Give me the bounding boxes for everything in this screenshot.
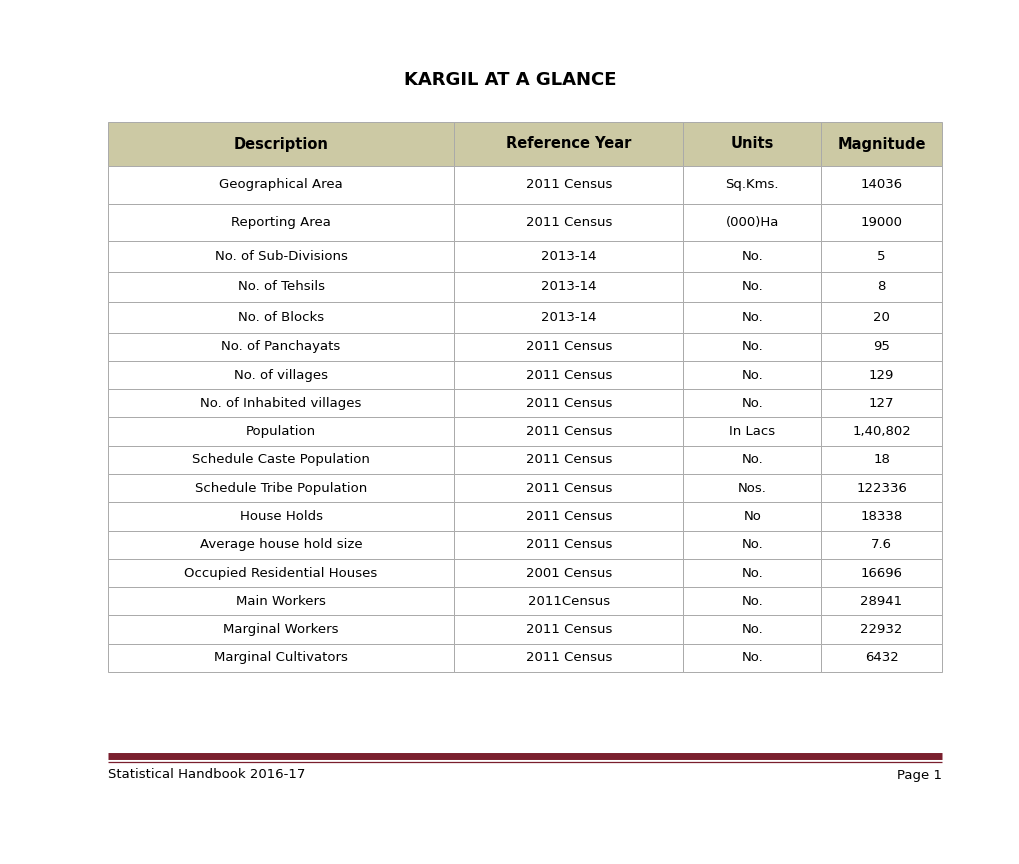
Text: KARGIL AT A GLANCE: KARGIL AT A GLANCE xyxy=(404,71,615,89)
Text: 2011 Census: 2011 Census xyxy=(525,340,611,353)
Text: 2013-14: 2013-14 xyxy=(540,281,596,294)
Text: Occupied Residential Houses: Occupied Residential Houses xyxy=(184,567,377,580)
Text: 1,40,802: 1,40,802 xyxy=(851,425,910,438)
Text: Population: Population xyxy=(246,425,316,438)
Text: 22932: 22932 xyxy=(859,623,902,636)
Text: In Lacs: In Lacs xyxy=(729,425,774,438)
Text: Sq.Kms.: Sq.Kms. xyxy=(725,178,779,191)
Text: 2011 Census: 2011 Census xyxy=(525,510,611,523)
Text: 2013-14: 2013-14 xyxy=(540,311,596,324)
Text: 127: 127 xyxy=(868,397,894,410)
Text: 20: 20 xyxy=(872,311,890,324)
Text: Magnitude: Magnitude xyxy=(837,137,925,151)
Text: No. of villages: No. of villages xyxy=(233,369,328,382)
Text: 129: 129 xyxy=(868,369,894,382)
Text: Geographical Area: Geographical Area xyxy=(219,178,342,191)
Text: No. of Blocks: No. of Blocks xyxy=(237,311,324,324)
Text: No.: No. xyxy=(741,454,762,467)
Text: 28941: 28941 xyxy=(860,594,902,607)
Text: No.: No. xyxy=(741,250,762,264)
Text: 18338: 18338 xyxy=(860,510,902,523)
Text: 18: 18 xyxy=(872,454,890,467)
Text: No.: No. xyxy=(741,538,762,551)
Text: No.: No. xyxy=(741,281,762,294)
Text: 95: 95 xyxy=(872,340,890,353)
Text: No.: No. xyxy=(741,340,762,353)
Text: 2011 Census: 2011 Census xyxy=(525,425,611,438)
Text: 2011 Census: 2011 Census xyxy=(525,178,611,191)
Text: Main Workers: Main Workers xyxy=(235,594,326,607)
Text: Marginal Workers: Marginal Workers xyxy=(223,623,338,636)
Text: (000)Ha: (000)Ha xyxy=(725,216,779,229)
Text: 2011 Census: 2011 Census xyxy=(525,369,611,382)
Text: Units: Units xyxy=(730,137,773,151)
Text: 5: 5 xyxy=(876,250,884,264)
Text: No. of Sub-Divisions: No. of Sub-Divisions xyxy=(214,250,347,264)
Text: 16696: 16696 xyxy=(860,567,902,580)
Text: Description: Description xyxy=(233,137,328,151)
Text: 8: 8 xyxy=(876,281,884,294)
Text: 19000: 19000 xyxy=(860,216,902,229)
Text: Schedule Tribe Population: Schedule Tribe Population xyxy=(195,481,367,495)
Text: No.: No. xyxy=(741,397,762,410)
Text: 6432: 6432 xyxy=(864,651,898,664)
Text: No.: No. xyxy=(741,623,762,636)
Text: Reporting Area: Reporting Area xyxy=(231,216,331,229)
Text: Schedule Caste Population: Schedule Caste Population xyxy=(192,454,370,467)
Text: Marginal Cultivators: Marginal Cultivators xyxy=(214,651,347,664)
Text: 7.6: 7.6 xyxy=(870,538,892,551)
Text: Reference Year: Reference Year xyxy=(505,137,631,151)
Text: No. of Inhabited villages: No. of Inhabited villages xyxy=(200,397,362,410)
Text: No.: No. xyxy=(741,651,762,664)
Text: 2011 Census: 2011 Census xyxy=(525,454,611,467)
Text: 2001 Census: 2001 Census xyxy=(525,567,611,580)
Text: 2011 Census: 2011 Census xyxy=(525,651,611,664)
Text: 14036: 14036 xyxy=(860,178,902,191)
Text: 2011 Census: 2011 Census xyxy=(525,397,611,410)
Text: Page 1: Page 1 xyxy=(896,768,942,782)
Text: Statistical Handbook 2016-17: Statistical Handbook 2016-17 xyxy=(108,768,305,782)
Text: No. of Tehsils: No. of Tehsils xyxy=(237,281,324,294)
Text: 2011 Census: 2011 Census xyxy=(525,623,611,636)
Text: 2011 Census: 2011 Census xyxy=(525,538,611,551)
Text: No.: No. xyxy=(741,369,762,382)
Text: 2011 Census: 2011 Census xyxy=(525,216,611,229)
Text: Average house hold size: Average house hold size xyxy=(200,538,362,551)
Text: Nos.: Nos. xyxy=(737,481,766,495)
Text: No.: No. xyxy=(741,567,762,580)
Text: 2011Census: 2011Census xyxy=(527,594,609,607)
Text: 2011 Census: 2011 Census xyxy=(525,481,611,495)
Text: House Holds: House Holds xyxy=(239,510,322,523)
Text: No.: No. xyxy=(741,594,762,607)
Text: No.: No. xyxy=(741,311,762,324)
Text: No. of Panchayats: No. of Panchayats xyxy=(221,340,340,353)
Text: 122336: 122336 xyxy=(855,481,906,495)
Text: No: No xyxy=(743,510,760,523)
Text: 2013-14: 2013-14 xyxy=(540,250,596,264)
